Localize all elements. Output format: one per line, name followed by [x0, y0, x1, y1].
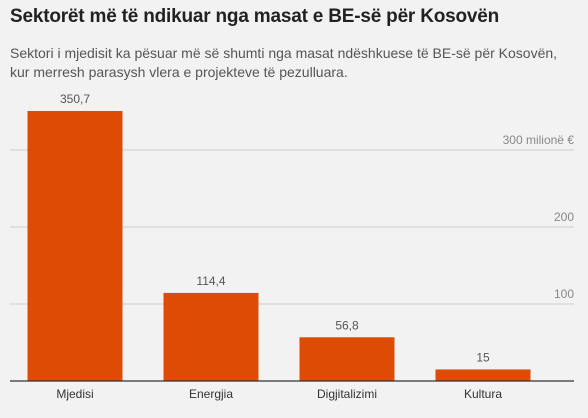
- x-tick-label: Kultura: [464, 387, 502, 401]
- data-label: 56,8: [335, 318, 359, 332]
- chart-title: Sektorët më të ndikuar nga masat e BE-së…: [10, 6, 500, 27]
- y-tick-label: 300 milionë €: [503, 133, 575, 147]
- y-tick-label: 200: [554, 210, 574, 224]
- x-tick-label: Energjia: [189, 387, 233, 401]
- data-label: 350,7: [60, 92, 90, 106]
- data-label: 114,4: [196, 274, 225, 288]
- y-tick-label: 100: [554, 287, 574, 301]
- x-tick-label: Mjedisi: [56, 387, 93, 401]
- bar: [299, 337, 395, 381]
- x-tick-label: Digjitalizimi: [317, 387, 377, 401]
- chart-subtitle: Sektori i mjedisit ka pësuar më së shumt…: [10, 45, 558, 80]
- bar: [27, 111, 123, 381]
- bar: [435, 369, 531, 381]
- data-label: 15: [476, 350, 490, 364]
- bar: [163, 292, 259, 381]
